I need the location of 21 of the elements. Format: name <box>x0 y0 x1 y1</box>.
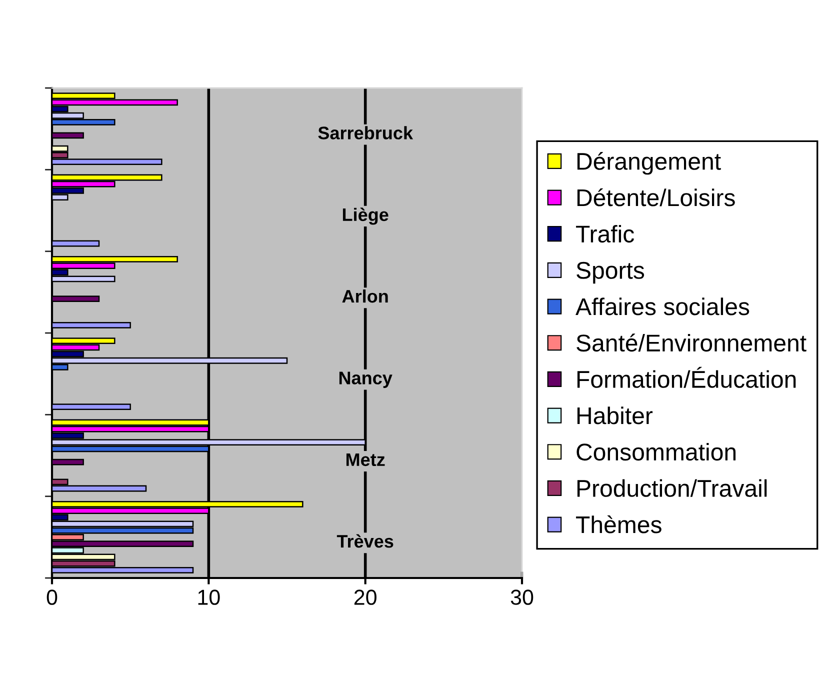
legend-label: Thèmes <box>576 515 662 534</box>
legend-label: Consommation <box>576 442 736 461</box>
x-tick-label: 0 <box>46 590 58 605</box>
y-tick-label: Metz <box>346 453 385 466</box>
x-tick-label: 10 <box>198 590 220 605</box>
legend-label: Sports <box>576 262 644 284</box>
x-tick-label: 30 <box>510 590 534 605</box>
legend-label: Dérangement <box>577 152 721 175</box>
y-tick-label: Liège <box>342 208 388 225</box>
y-tick-label: Nancy <box>339 372 392 388</box>
y-tick-label: Arlon <box>342 289 388 303</box>
legend-label: Santé/Environnement <box>576 334 806 352</box>
legend-label: Habiter <box>577 406 653 424</box>
legend-label: Trafic <box>576 224 634 243</box>
legend-label: Affaires sociales <box>576 298 750 316</box>
legend-label: Formation/Éducation <box>577 366 796 388</box>
y-tick-label: Trèves <box>336 534 394 548</box>
y-tick-label: Sarrebruck <box>318 126 414 140</box>
x-tick-label: 20 <box>354 590 376 605</box>
legend-label: Production/Travail <box>577 479 767 497</box>
legend-label: Détente/Loisirs <box>577 188 735 206</box>
